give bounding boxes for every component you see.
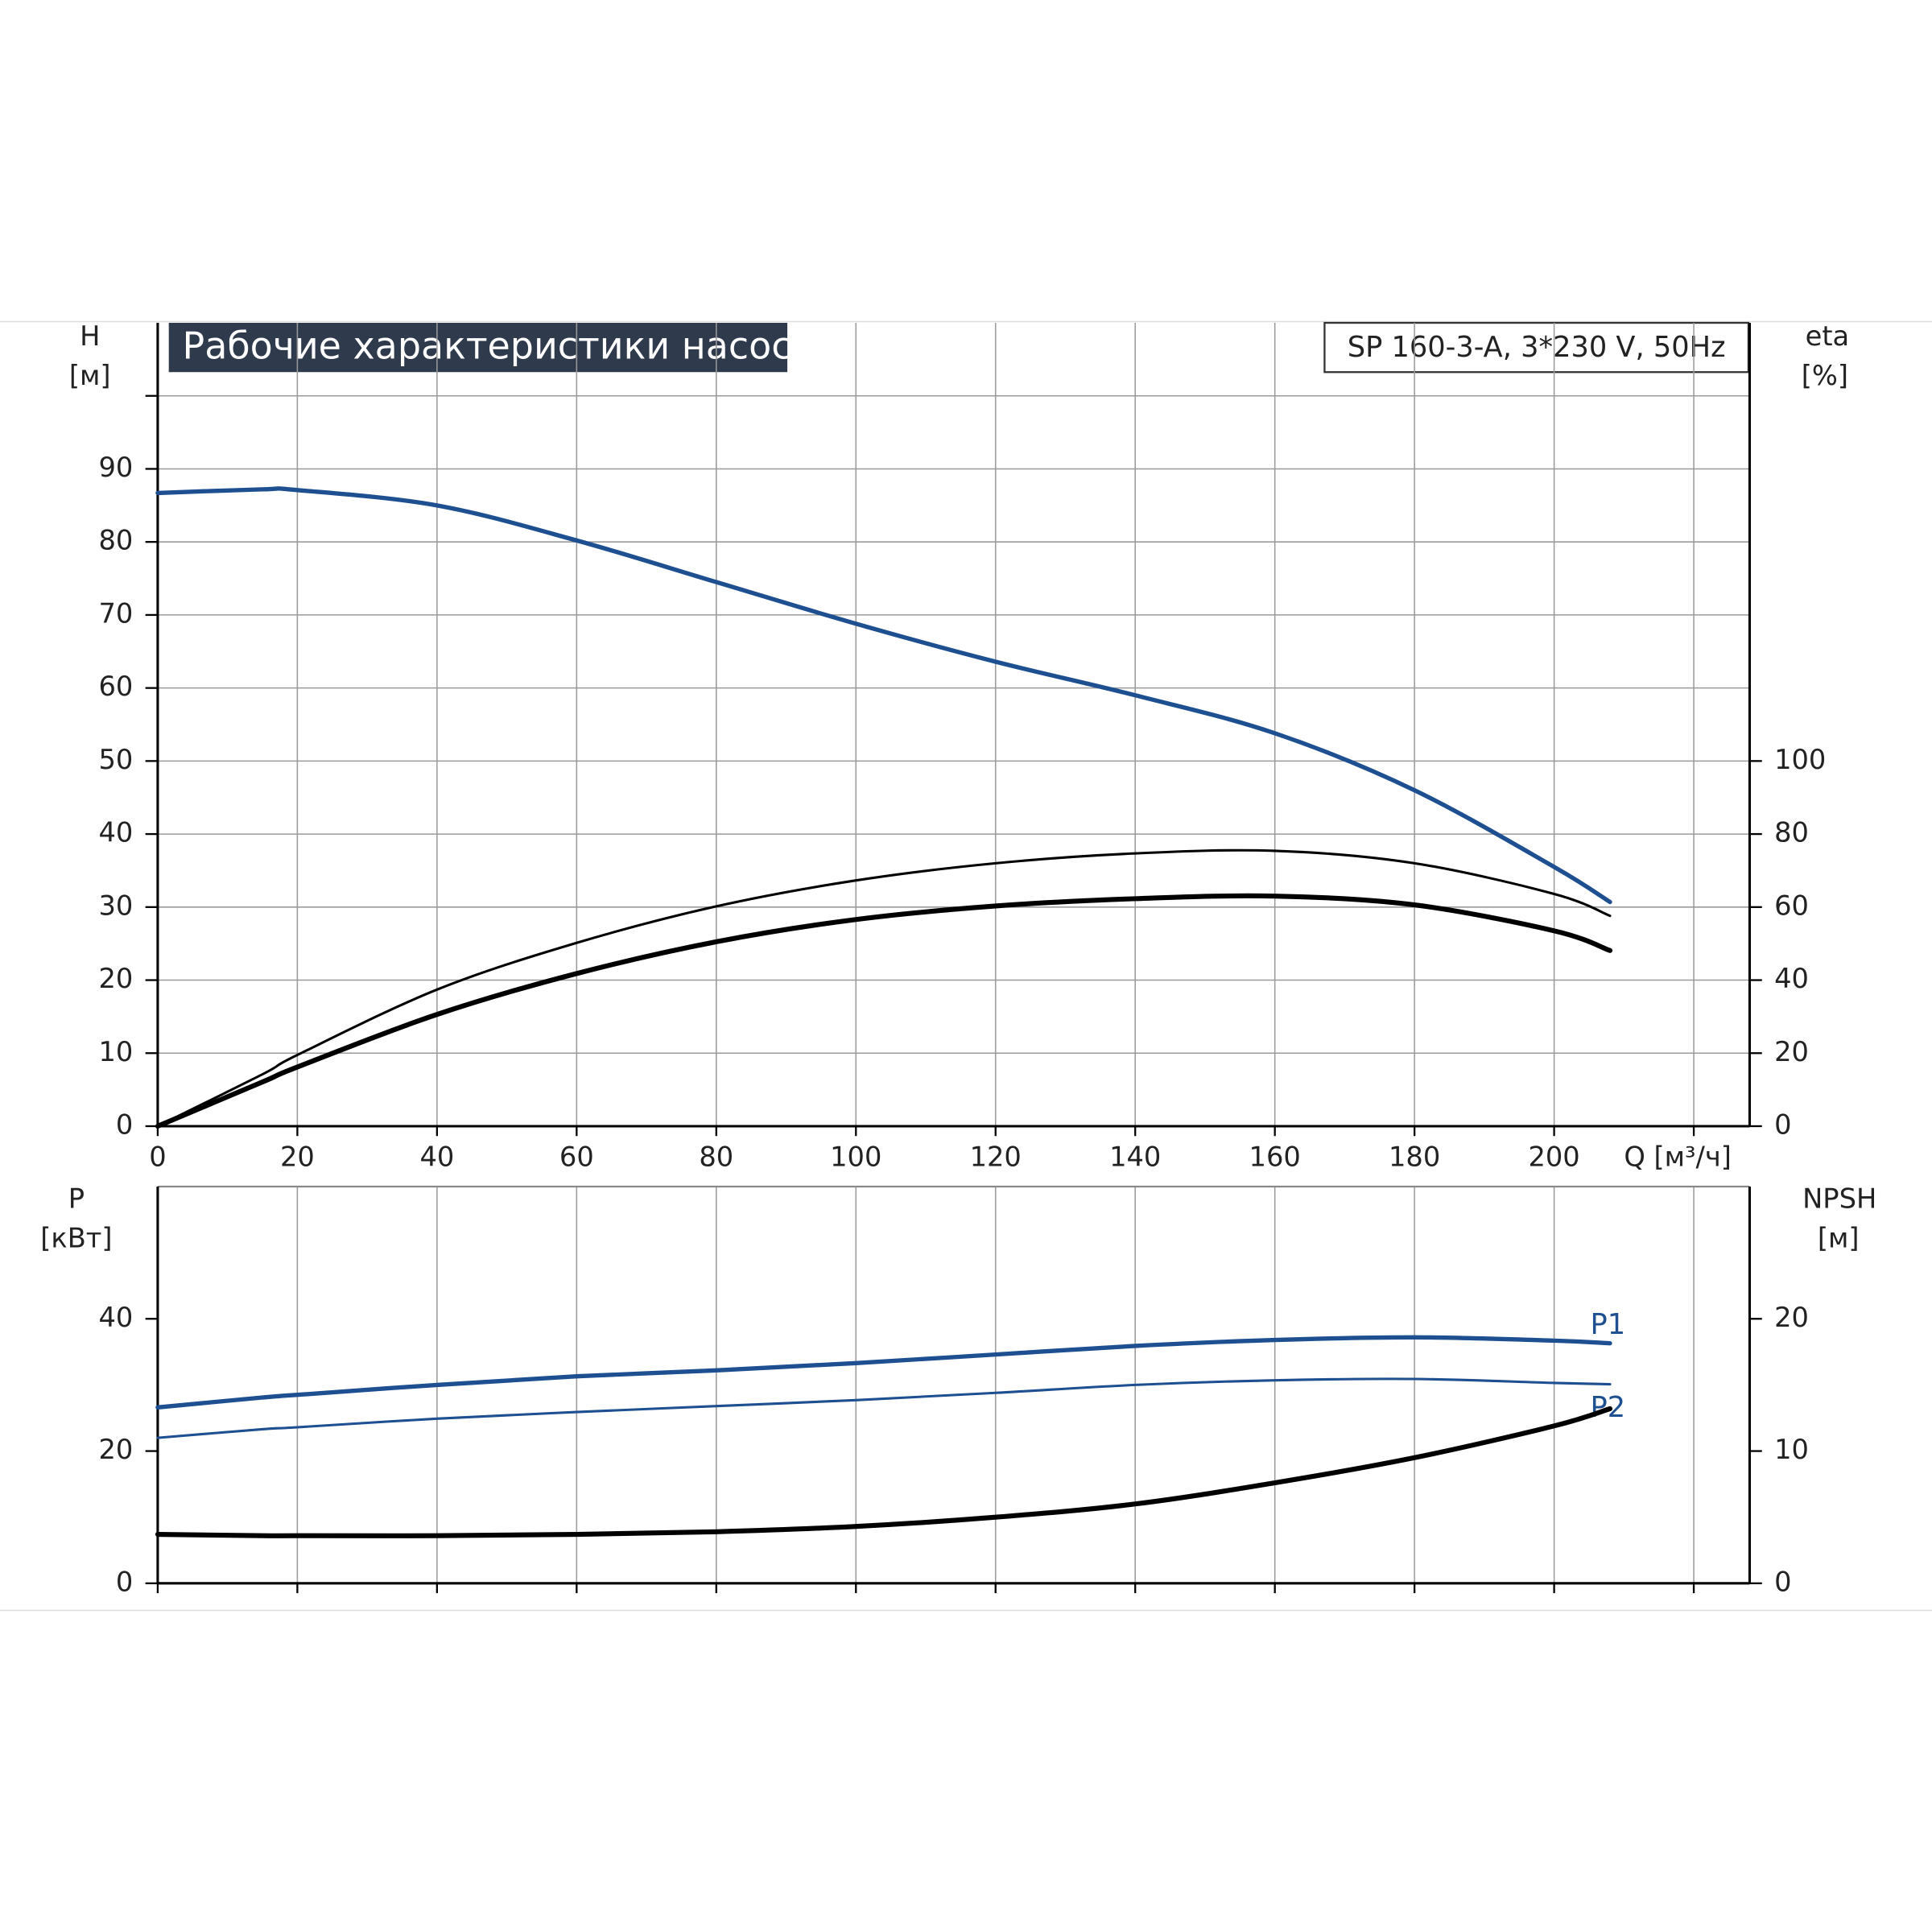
x-tick-label: 100 — [830, 1141, 881, 1172]
x-tick-label: 160 — [1249, 1141, 1301, 1172]
y-tick-label: 60 — [98, 671, 133, 702]
y-tick-label: 40 — [98, 1302, 133, 1333]
y-tick-label: 10 — [98, 1036, 133, 1067]
y-tick-label: 70 — [98, 597, 133, 629]
y2-axis-label: eta — [1806, 320, 1850, 352]
series-line — [155, 893, 1613, 1129]
y-tick-label: 50 — [98, 744, 133, 775]
series-line — [155, 1335, 1612, 1410]
x-tick-label: 20 — [280, 1141, 315, 1172]
y2-tick-label: 40 — [1774, 963, 1809, 994]
y-axis-unit: [кВт] — [40, 1222, 112, 1253]
y-tick-label: 30 — [98, 890, 133, 921]
y-tick-label: 0 — [116, 1566, 133, 1597]
y2-tick-label: 80 — [1774, 817, 1809, 848]
y2-axis-unit: [м] — [1818, 1222, 1860, 1253]
y2-tick-label: 100 — [1774, 744, 1826, 775]
y-tick-label: 80 — [98, 525, 133, 556]
x-tick-label: 60 — [559, 1141, 594, 1172]
x-tick-label: 80 — [699, 1141, 733, 1172]
y2-tick-label: 60 — [1774, 890, 1809, 921]
y-tick-label: 20 — [98, 963, 133, 994]
y2-axis-label: NPSH — [1802, 1183, 1876, 1214]
series-line — [155, 486, 1612, 905]
y-tick-label: 0 — [116, 1108, 133, 1140]
y2-axis-unit: [%] — [1802, 360, 1848, 391]
y2-tick-label: 20 — [1774, 1302, 1809, 1333]
series-line — [156, 848, 1612, 1128]
y2-tick-label: 0 — [1774, 1108, 1791, 1140]
title-box — [168, 323, 788, 373]
subtitle-box — [1323, 321, 1750, 374]
y-tick-label: 20 — [98, 1434, 133, 1465]
x-tick-label: 0 — [149, 1141, 166, 1172]
x-axis-label: Q [м³/ч] — [1624, 1141, 1732, 1172]
y-tick-label: 90 — [98, 452, 133, 483]
y-axis-unit: [м] — [69, 360, 111, 391]
y-tick-label: 40 — [98, 817, 133, 848]
series-line — [156, 1377, 1612, 1439]
y-axis-label: P — [68, 1183, 85, 1214]
y2-tick-label: 10 — [1774, 1434, 1809, 1465]
x-tick-label: 140 — [1109, 1141, 1161, 1172]
x-tick-label: 40 — [419, 1141, 454, 1172]
y-axis-label: H — [80, 320, 100, 352]
series-line — [155, 1406, 1613, 1538]
y2-tick-label: 0 — [1774, 1566, 1791, 1597]
chart-title: Рабочие характеристики насоса — [183, 324, 815, 368]
x-tick-label: 120 — [970, 1141, 1022, 1172]
x-tick-label: 200 — [1528, 1141, 1579, 1172]
legend-label: P1 — [1591, 1308, 1626, 1341]
x-tick-label: 180 — [1389, 1141, 1440, 1172]
y2-tick-label: 20 — [1774, 1036, 1809, 1067]
chart-subtitle: SP 160-3-A, 3*230 V, 50Hz — [1348, 331, 1726, 364]
